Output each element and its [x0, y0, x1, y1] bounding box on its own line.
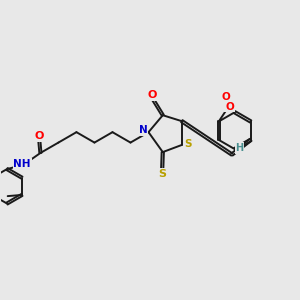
Text: S: S [158, 169, 166, 179]
Text: O: O [148, 90, 158, 100]
Text: O: O [34, 131, 44, 141]
Text: H: H [235, 143, 243, 153]
Text: S: S [184, 140, 191, 149]
Text: O: O [222, 92, 230, 102]
Text: N: N [139, 125, 148, 135]
Text: O: O [225, 102, 234, 112]
Text: NH: NH [14, 159, 31, 169]
